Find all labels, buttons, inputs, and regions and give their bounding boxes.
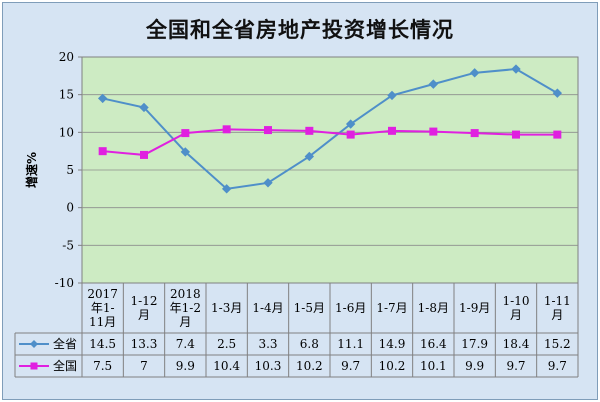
x-category-label: 2018 年1-2 月 [170,287,201,329]
data-point-marker [304,151,315,162]
data-point-marker [512,130,520,139]
data-point-marker [345,119,356,129]
data-point-marker [97,93,108,104]
x-category-label-line: 11月 [89,315,116,329]
table-value: 10.1 [420,359,447,373]
y-tick-label: 5 [66,163,74,177]
x-category-label: 1-6月 [335,301,366,315]
data-point-marker [221,184,232,194]
x-category-label: 2017 年1-11月 [87,287,118,329]
x-category-label-line: 月 [179,315,191,329]
x-category-label-line: 2017 [87,287,118,301]
table-value: 10.3 [255,359,282,373]
y-tick-label: -10 [55,276,74,290]
table-value: 16.4 [420,337,447,351]
x-category-label-line: 1-4月 [252,301,283,315]
data-point-marker [470,129,479,138]
table-value: 9.7 [506,359,525,373]
data-point-marker [429,127,438,136]
table-value: 6.8 [300,337,319,351]
data-point-marker [469,68,480,78]
data-point-marker [305,126,314,135]
table-value: 3.3 [258,337,277,351]
y-tick-label: 0 [66,201,74,215]
data-point-marker [181,129,190,138]
x-category-label-line: 1-12 [131,294,158,308]
data-point-marker [511,64,521,74]
y-axis-label: 增速% [24,152,39,188]
table-value: 11.1 [337,337,364,351]
x-category-label-line: 月 [551,308,563,322]
data-point-marker [263,178,273,188]
x-category-label: 1-10 月 [503,294,530,322]
table-value: 9.9 [176,359,195,373]
x-category-label: 1-5月 [294,301,325,315]
x-category-label: 1-3月 [211,301,242,315]
y-tick-label: -5 [62,238,74,252]
table-value: 7.4 [176,337,195,351]
table-value: 7.5 [93,359,112,373]
legend-marker [30,362,38,370]
x-category-label-line: 1-9月 [459,301,490,315]
x-category-label-line: 1-7月 [376,301,407,315]
table-value: 10.2 [296,359,323,373]
table-value: 2.5 [217,337,236,351]
data-point-marker [180,147,191,157]
data-point-marker [98,147,107,156]
x-category-label: 1-11 月 [544,294,571,322]
table-value: 9.9 [465,359,484,373]
x-category-label-line: 年1-2 [170,301,201,315]
data-point-marker [553,130,562,139]
table-value: 14.9 [379,337,406,351]
data-point-marker [346,130,355,139]
data-point-marker [222,125,231,134]
x-category-label: 1-9月 [459,301,490,315]
x-category-label-line: 月 [510,308,522,322]
data-point-marker [387,90,397,101]
data-point-marker [139,102,149,113]
legend-marker [30,340,38,348]
y-tick-label: 20 [59,50,74,64]
x-category-label-line: 1-11 [544,294,571,308]
x-category-label-line: 2018 [170,287,201,301]
table-value: 9.7 [341,359,360,373]
x-category-label: 1-7月 [376,301,407,315]
x-category-label: 1-4月 [252,301,283,315]
chart-title: 全国和全省房地产投资增长情况 [146,18,454,42]
table-value: 14.5 [89,337,116,351]
table-value: 10.4 [213,359,240,373]
x-category-label: 1-12 月 [131,294,158,322]
table-value: 9.7 [548,359,567,373]
table-value: 18.4 [503,337,530,351]
x-category-label-line: 年1- [91,301,115,315]
table-value: 7 [140,359,148,373]
y-tick-label: 10 [59,125,74,139]
legend-series-name: 全省 [53,336,77,351]
table-value: 17.9 [461,337,488,351]
x-category-label-line: 1-10 [503,294,530,308]
legend-series-name: 全国 [53,358,77,373]
y-tick-label: 15 [59,88,74,102]
data-point-marker [140,150,148,159]
x-category-label-line: 1-5月 [294,301,325,315]
series-line-1 [102,68,558,190]
data-point-marker [428,79,439,89]
table-value: 15.2 [544,337,571,351]
x-category-label-line: 月 [138,308,150,322]
data-point-marker [388,126,396,135]
table-value: 10.2 [379,359,406,373]
x-category-label-line: 1-6月 [335,301,366,315]
data-point-marker [264,126,272,135]
data-point-marker [552,88,563,98]
series-line-2 [102,128,558,156]
x-category-label-line: 1-3月 [211,301,242,315]
x-category-label: 1-8月 [418,301,449,315]
table-value: 13.3 [131,337,158,351]
x-category-label-line: 1-8月 [418,301,449,315]
